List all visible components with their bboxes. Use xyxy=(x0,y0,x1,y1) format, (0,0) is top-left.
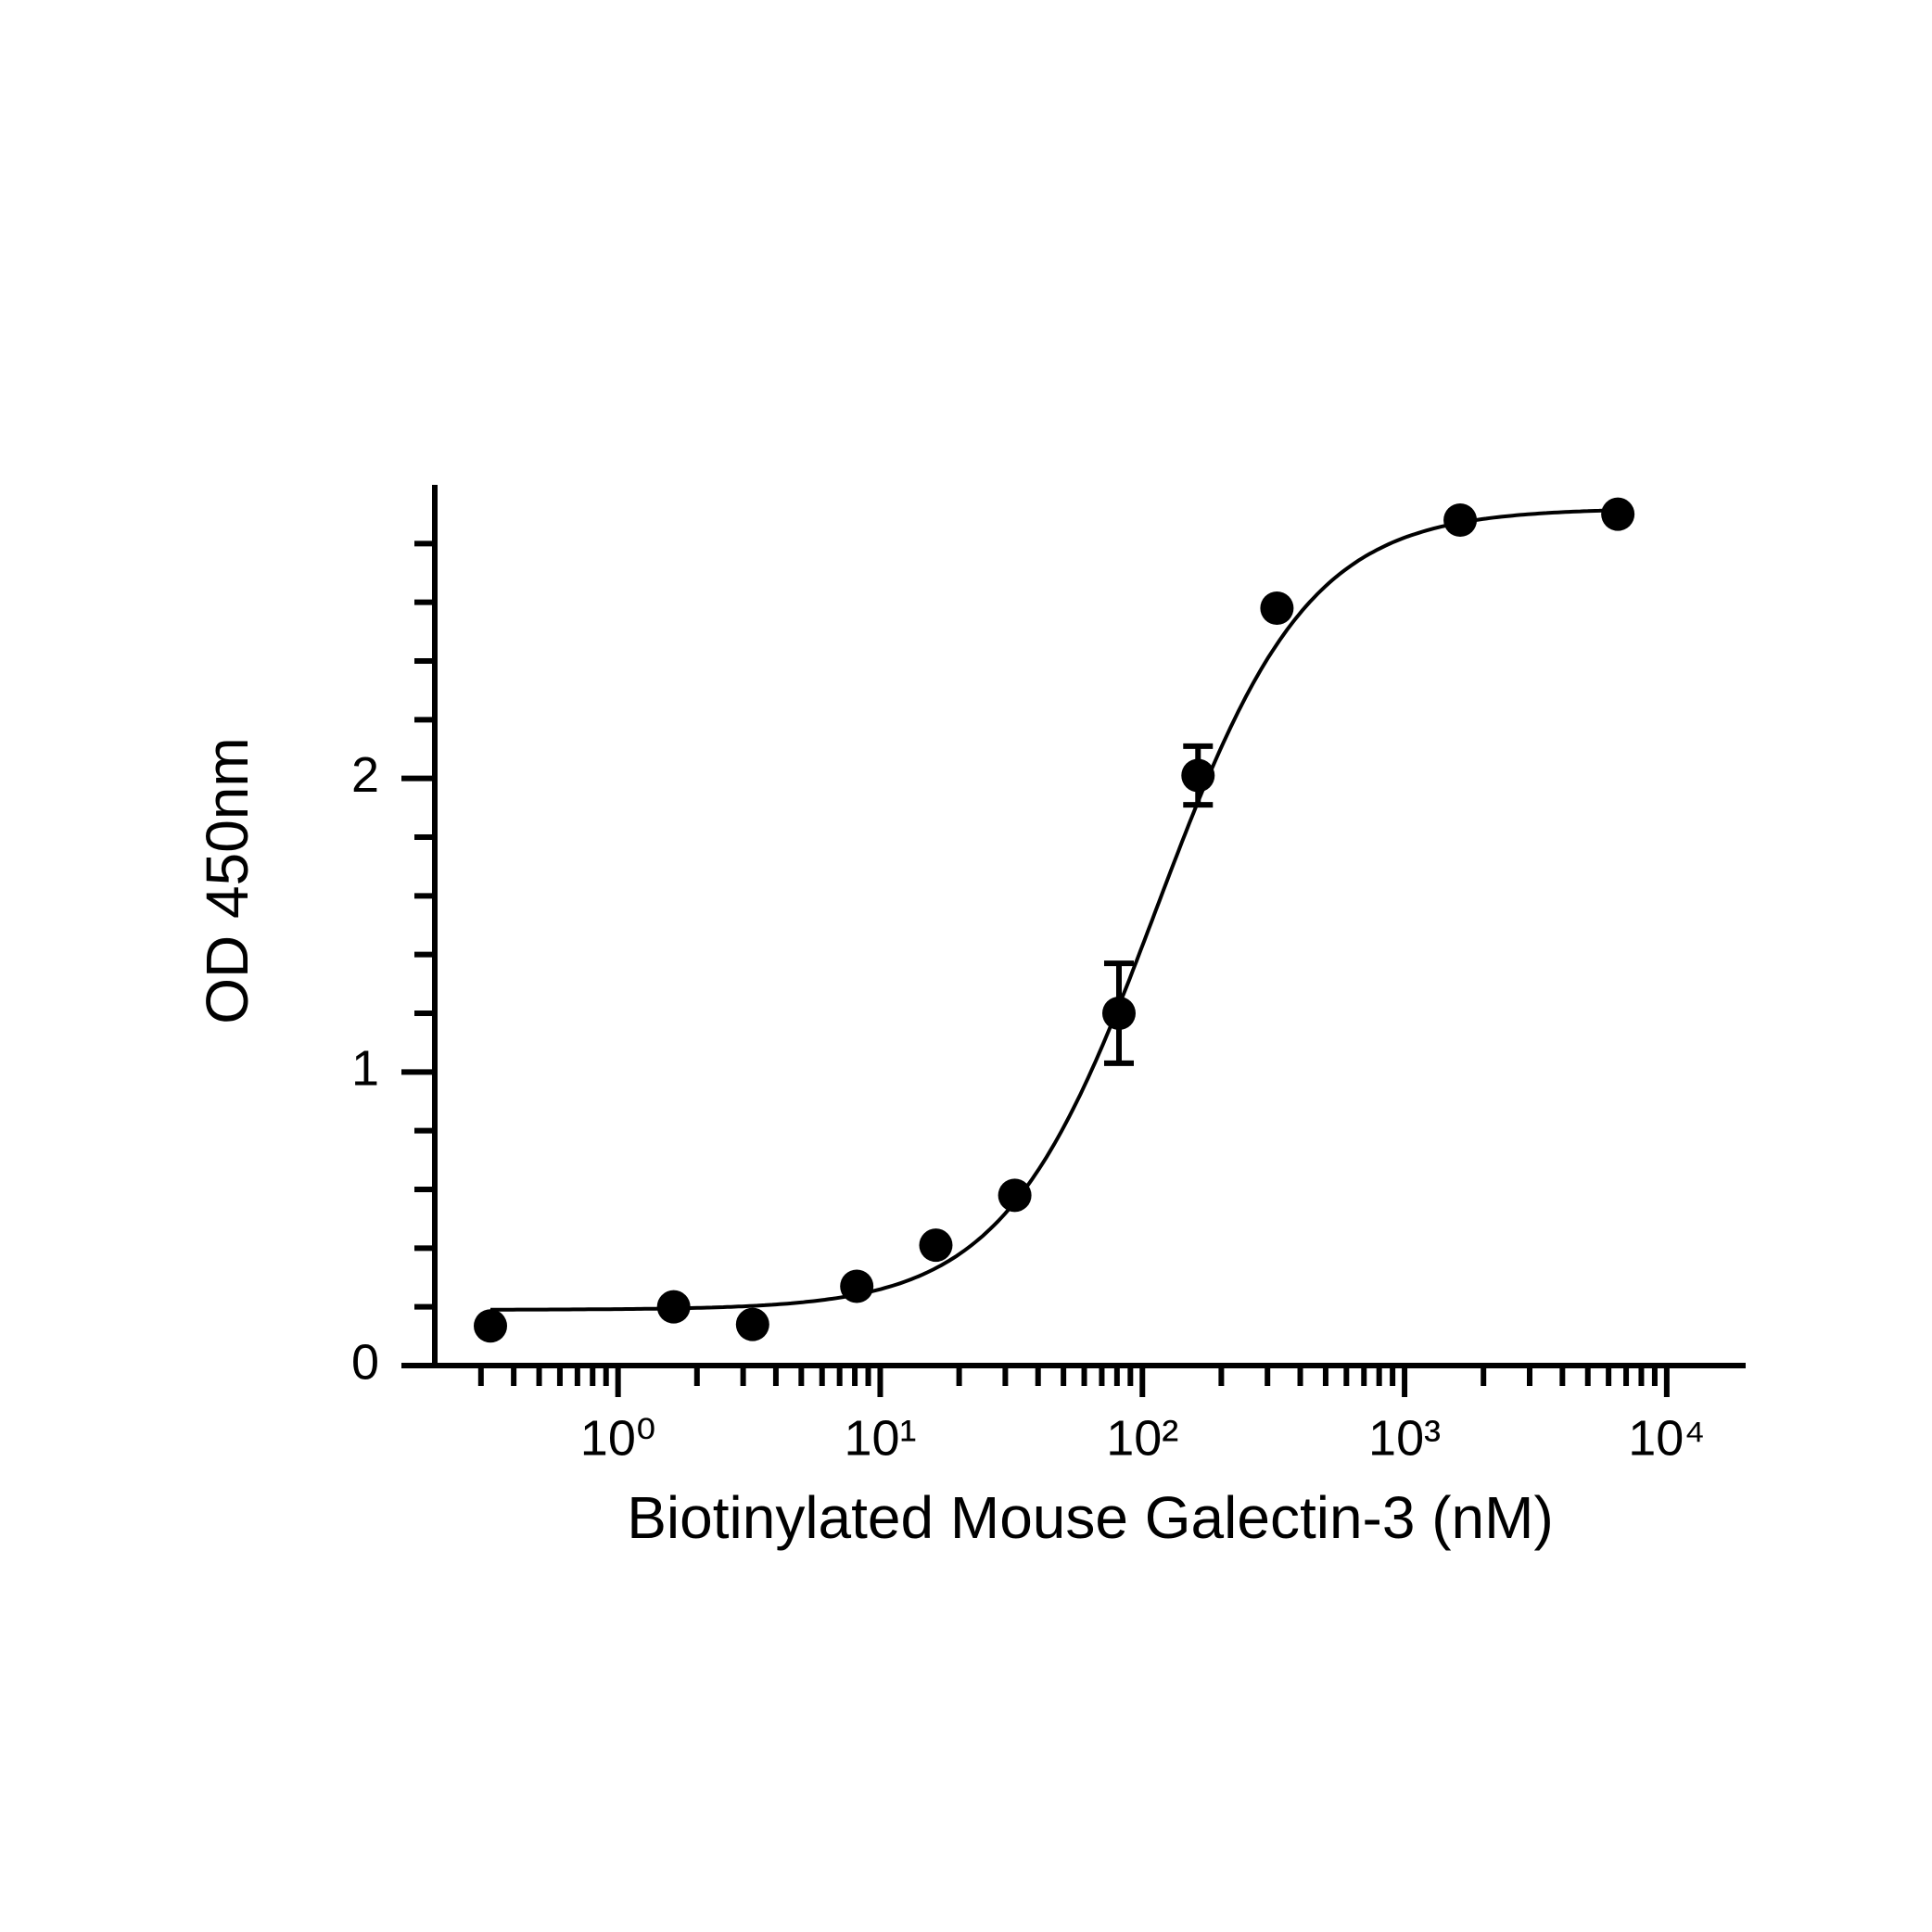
x-tick-label: 10² xyxy=(1106,1410,1178,1466)
y-tick-label: 1 xyxy=(351,1041,379,1097)
fit-curve xyxy=(490,508,1619,1312)
data-point xyxy=(1260,591,1294,625)
x-tick-label: 10⁴ xyxy=(1628,1410,1705,1466)
y-tick-label: 2 xyxy=(351,747,379,803)
data-point xyxy=(656,1290,691,1324)
data-point xyxy=(1601,497,1635,531)
data-point xyxy=(474,1309,508,1343)
y-tick-label: 0 xyxy=(351,1334,379,1390)
data-point xyxy=(1443,503,1478,537)
data-point xyxy=(840,1269,874,1303)
data-point xyxy=(998,1178,1032,1213)
x-axis-title: Biotinylated Mouse Galectin-3 (nM) xyxy=(627,1484,1554,1551)
data-point xyxy=(1101,997,1136,1030)
y-axis-title: OD 450nm xyxy=(194,737,261,1023)
data-point xyxy=(1181,758,1215,793)
data-point xyxy=(919,1228,953,1263)
data-point xyxy=(735,1307,769,1341)
x-tick-label: 10³ xyxy=(1368,1410,1441,1466)
x-tick-label: 10¹ xyxy=(844,1410,916,1466)
x-tick-label: 10⁰ xyxy=(580,1410,656,1466)
